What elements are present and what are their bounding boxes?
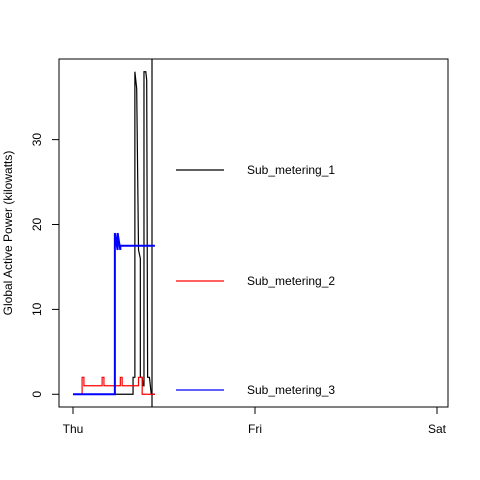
- x-tick-label: Thu: [63, 422, 84, 436]
- series-line-3: [73, 232, 155, 396]
- x-tick-label: Fri: [248, 422, 262, 436]
- legend: Sub_metering_1 Sub_metering_2 Sub_metering…: [176, 163, 335, 397]
- series-line-2: [73, 376, 155, 395]
- x-tick-label: Sat: [428, 422, 447, 436]
- y-tick-label: 30: [30, 133, 44, 147]
- legend-label-1: Sub_metering_1: [247, 163, 335, 177]
- legend-label-3: Sub_metering_3: [247, 383, 335, 397]
- series-layer: [73, 71, 155, 396]
- y-axis-label: Global Active Power (kilowatts): [1, 151, 15, 316]
- y-tick-label: 10: [30, 302, 44, 316]
- y-tick-label: 20: [30, 218, 44, 232]
- y-axis: 0 10 20 30: [30, 133, 60, 398]
- legend-label-2: Sub_metering_2: [247, 274, 335, 288]
- x-axis: Thu Fri Sat: [63, 406, 447, 436]
- y-tick-label: 0: [30, 391, 44, 398]
